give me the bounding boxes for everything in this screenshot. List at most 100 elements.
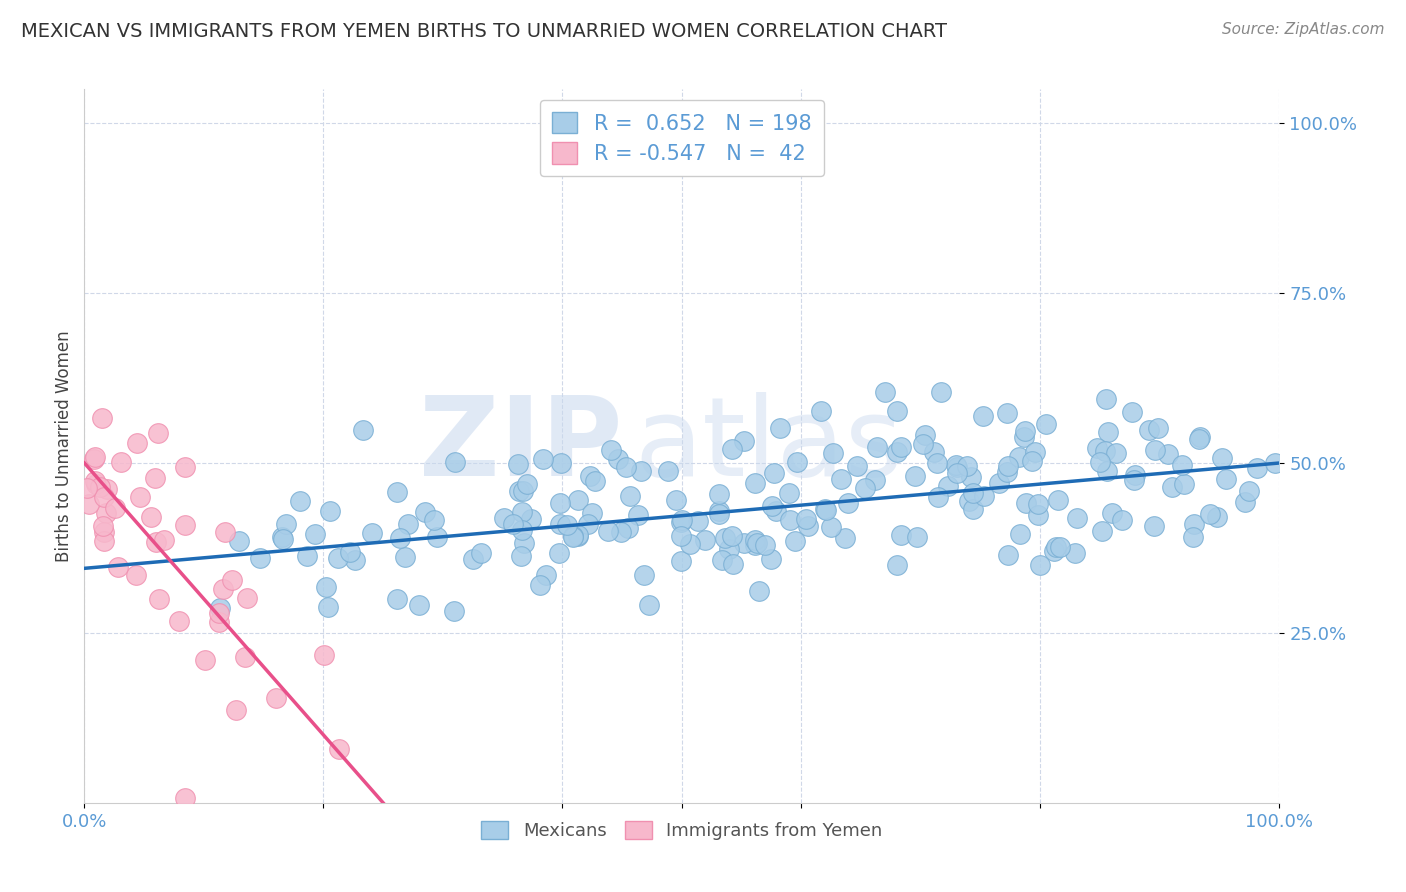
Point [145,534,167,549]
Point [1123,467,1146,482]
Point [510,505,533,519]
Point [863,474,886,488]
Text: Source: ZipAtlas.com: Source: ZipAtlas.com [1222,22,1385,37]
Point [408,598,430,612]
Point [84,450,107,464]
Point [1094,444,1116,458]
Point [596,524,619,538]
Point [288,493,311,508]
Point [945,458,967,473]
Point [693,533,716,547]
Point [396,517,419,532]
Point [84,474,107,488]
Point [387,592,409,607]
Point [997,458,1019,473]
Point [76,481,98,495]
Point [769,421,792,435]
Point [1182,529,1205,543]
Point [567,528,589,542]
Point [987,476,1010,491]
Point [609,524,631,539]
Point [630,464,652,478]
Point [1045,540,1067,554]
Point [208,615,231,629]
Point [1123,473,1146,487]
Point [1144,442,1167,457]
Point [208,606,231,620]
Point [619,489,641,503]
Point [276,517,298,532]
Point [633,567,655,582]
Point [972,409,994,424]
Point [548,546,571,560]
Point [316,600,339,615]
Point [886,558,908,573]
Point [516,476,538,491]
Point [1157,448,1180,462]
Point [1173,477,1195,491]
Point [946,466,969,480]
Point [581,506,603,520]
Point [905,530,928,544]
Text: ZIP: ZIP [419,392,623,500]
Point [886,444,908,458]
Point [1211,450,1233,465]
Point [1111,513,1133,527]
Point [886,404,908,418]
Point [1143,518,1166,533]
Point [748,583,770,598]
Point [1137,423,1160,437]
Point [820,520,842,534]
Point [834,531,856,545]
Point [1199,507,1222,521]
Point [352,423,374,437]
Point [1026,497,1049,511]
Point [1008,527,1031,541]
Point [394,549,416,564]
Point [617,521,640,535]
Point [718,541,741,556]
Text: atlas: atlas [634,392,903,500]
Point [1014,424,1036,438]
Point [830,472,852,486]
Point [747,536,769,550]
Point [614,460,637,475]
Point [912,436,935,450]
Point [1024,445,1046,459]
Point [733,536,755,550]
Point [995,465,1018,479]
Point [221,573,243,587]
Point [509,549,531,564]
Point [657,464,679,478]
Point [960,470,983,484]
Point [669,515,692,529]
Point [1182,516,1205,531]
Point [1090,455,1112,469]
Point [127,436,149,450]
Point [1064,546,1087,560]
Point [671,554,693,568]
Point [904,469,927,483]
Point [711,553,734,567]
Point [890,528,912,542]
Point [1233,495,1256,509]
Point [922,444,945,458]
Legend: Mexicans, Immigrants from Yemen: Mexicans, Immigrants from Yemen [474,814,890,847]
Point [1188,430,1211,444]
Point [946,459,969,474]
Point [1215,472,1237,486]
Point [837,496,859,510]
Point [814,502,837,516]
Point [228,533,250,548]
Point [925,456,948,470]
Point [1047,493,1070,508]
Point [502,516,524,531]
Point [550,516,572,531]
Point [914,427,936,442]
Point [461,551,484,566]
Point [1021,454,1043,468]
Point [93,525,115,540]
Point [236,591,259,606]
Point [853,481,876,495]
Point [93,534,115,549]
